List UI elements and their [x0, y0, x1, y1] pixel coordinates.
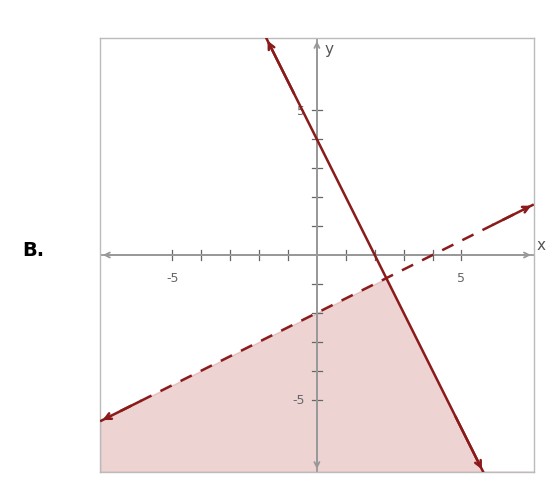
Text: -5: -5 — [293, 393, 305, 406]
Text: 5: 5 — [297, 105, 305, 118]
Text: B.: B. — [22, 241, 44, 260]
Text: y: y — [324, 42, 333, 57]
Text: x: x — [537, 238, 545, 253]
Text: -5: -5 — [166, 272, 178, 285]
Text: 5: 5 — [458, 272, 465, 285]
